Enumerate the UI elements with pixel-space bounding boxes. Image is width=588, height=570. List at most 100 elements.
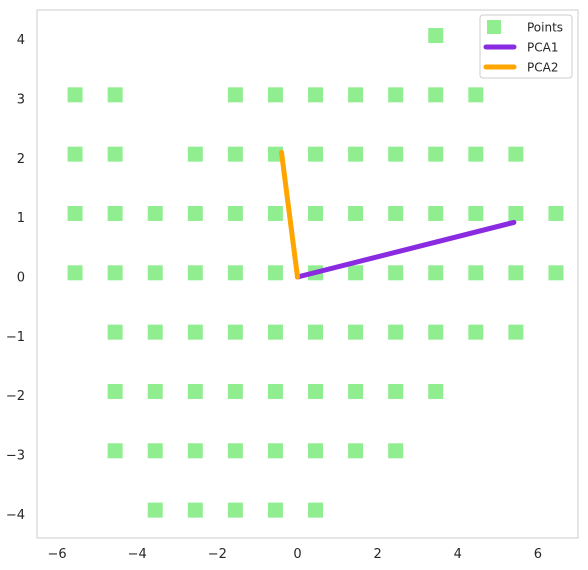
vector-pca2-line xyxy=(279,149,300,280)
x-tick-label: 2 xyxy=(373,547,381,562)
point-marker xyxy=(107,443,123,459)
point-marker xyxy=(147,265,163,281)
legend-label: PCA1 xyxy=(527,41,558,55)
point-marker xyxy=(107,146,123,162)
point-marker xyxy=(267,146,283,162)
point-marker xyxy=(107,265,123,281)
point-marker xyxy=(308,87,324,103)
point-marker xyxy=(267,324,283,340)
point-marker xyxy=(267,443,283,459)
point-marker xyxy=(267,205,283,221)
point-marker xyxy=(388,324,404,340)
point-marker xyxy=(267,383,283,399)
point-marker xyxy=(267,502,283,518)
vector-pca1-line xyxy=(295,219,517,280)
point-marker xyxy=(548,205,564,221)
point-marker xyxy=(308,502,324,518)
y-tick-label: −4 xyxy=(6,508,25,523)
point-marker xyxy=(227,324,243,340)
point-marker xyxy=(67,265,83,281)
point-marker xyxy=(348,324,364,340)
point-marker xyxy=(187,383,203,399)
y-tick-label: 4 xyxy=(17,33,25,48)
point-marker xyxy=(107,324,123,340)
series-points xyxy=(67,28,564,518)
point-marker xyxy=(428,146,444,162)
point-marker xyxy=(308,383,324,399)
point-marker xyxy=(227,146,243,162)
point-marker xyxy=(468,87,484,103)
x-tick-label: 4 xyxy=(454,547,462,562)
point-marker xyxy=(468,265,484,281)
point-marker xyxy=(388,443,404,459)
point-marker xyxy=(308,324,324,340)
point-marker xyxy=(468,205,484,221)
point-marker xyxy=(67,146,83,162)
x-tick-label: −6 xyxy=(47,547,66,562)
y-tick-label: 3 xyxy=(17,92,25,107)
point-marker xyxy=(388,146,404,162)
point-marker xyxy=(308,443,324,459)
point-marker xyxy=(428,205,444,221)
x-tick-label: −2 xyxy=(208,547,227,562)
point-marker xyxy=(227,87,243,103)
legend-box xyxy=(479,14,573,79)
point-marker xyxy=(468,324,484,340)
point-marker xyxy=(107,205,123,221)
point-marker xyxy=(308,146,324,162)
point-marker xyxy=(508,205,524,221)
point-marker xyxy=(428,87,444,103)
point-marker xyxy=(107,383,123,399)
x-tick-label: 6 xyxy=(534,547,542,562)
point-marker xyxy=(227,265,243,281)
point-marker xyxy=(67,87,83,103)
point-marker xyxy=(348,205,364,221)
point-marker xyxy=(428,265,444,281)
axis-ticks: −6 −4 −2 0 2 4 6 4 3 2 1 0 −1 −2 −3 −4 xyxy=(6,33,542,562)
point-marker xyxy=(147,502,163,518)
point-marker xyxy=(348,443,364,459)
point-marker xyxy=(428,324,444,340)
legend: Points PCA1 PCA2 xyxy=(479,14,573,79)
point-marker xyxy=(428,28,444,44)
point-marker xyxy=(308,205,324,221)
point-marker xyxy=(147,324,163,340)
point-marker xyxy=(227,383,243,399)
y-tick-label: 1 xyxy=(17,211,25,226)
point-marker xyxy=(348,146,364,162)
y-tick-label: 2 xyxy=(17,152,25,167)
point-marker xyxy=(348,265,364,281)
legend-label: Points xyxy=(527,21,563,35)
point-marker xyxy=(227,443,243,459)
point-marker xyxy=(187,324,203,340)
point-marker xyxy=(388,205,404,221)
y-tick-label: −3 xyxy=(6,448,25,463)
point-marker xyxy=(508,324,524,340)
point-marker xyxy=(428,383,444,399)
point-marker xyxy=(348,87,364,103)
point-marker xyxy=(388,383,404,399)
point-marker xyxy=(187,443,203,459)
point-marker xyxy=(548,265,564,281)
y-tick-label: 0 xyxy=(17,270,25,285)
axes-frame xyxy=(36,9,579,539)
point-marker xyxy=(348,383,364,399)
y-tick-label: −2 xyxy=(6,389,25,404)
legend-label: PCA2 xyxy=(527,61,558,75)
point-marker xyxy=(147,443,163,459)
point-marker xyxy=(147,205,163,221)
point-marker xyxy=(468,146,484,162)
point-marker xyxy=(508,265,524,281)
point-marker xyxy=(67,205,83,221)
data-marks xyxy=(67,28,564,518)
point-marker xyxy=(107,87,123,103)
point-marker xyxy=(147,383,163,399)
point-marker xyxy=(508,146,524,162)
point-marker xyxy=(187,265,203,281)
point-marker xyxy=(227,205,243,221)
x-tick-label: 0 xyxy=(293,547,301,562)
point-marker xyxy=(267,87,283,103)
point-marker xyxy=(388,265,404,281)
